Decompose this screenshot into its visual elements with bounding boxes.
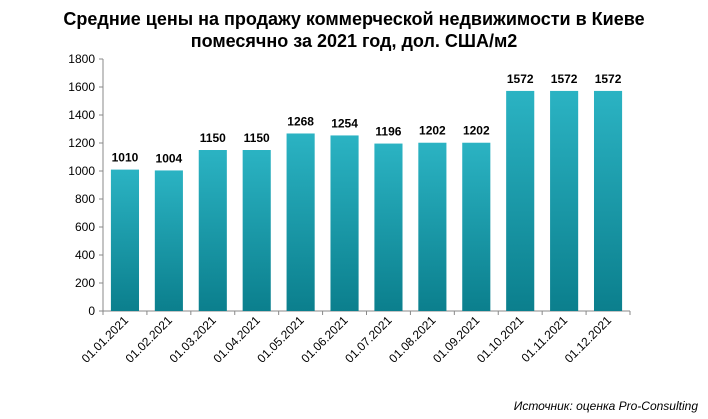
bar [330,135,359,311]
data-label: 1150 [244,131,270,145]
x-tick-label: 01.12.2021 [562,313,615,366]
data-label: 1150 [200,131,226,145]
data-label: 1010 [112,151,139,165]
data-label: 1004 [156,151,183,165]
bar [110,169,140,311]
x-tick-label: 01.10.2021 [474,313,527,366]
y-tick-label: 800 [75,192,95,206]
data-label: 1572 [507,72,534,86]
data-label: 1202 [419,124,446,138]
bar [242,150,271,311]
bar [593,90,623,311]
chart-title-line-2: помесячно за 2021 год, дол. США/м2 [190,31,518,51]
y-tick-label: 1400 [68,108,95,122]
y-tick-label: 0 [88,304,95,318]
data-label: 1196 [375,125,401,139]
y-tick-label: 200 [75,276,95,290]
source-note: Источник: оценка Pro-Consulting [513,399,698,413]
bar [418,142,447,311]
bar [154,170,183,311]
bar [462,142,491,311]
y-tick-label: 1800 [68,52,95,66]
data-label: 1254 [331,116,358,130]
bar [198,150,227,311]
bar [286,133,315,311]
data-label: 1572 [551,72,578,86]
y-tick-label: 1600 [68,80,95,94]
y-tick-label: 1000 [68,164,95,178]
chart-title-line-1: Средние цены на продажу коммерческой нед… [63,9,645,29]
data-label: 1202 [463,124,490,138]
y-tick-label: 1200 [68,136,95,150]
bar [506,90,535,311]
bar [550,90,579,311]
bar [374,143,403,311]
data-label: 1268 [287,114,314,128]
data-label: 1572 [595,72,622,86]
y-tick-label: 400 [75,248,95,262]
chart-title: Средние цены на продажу коммерческой нед… [0,8,708,52]
y-tick-label: 600 [75,220,95,234]
